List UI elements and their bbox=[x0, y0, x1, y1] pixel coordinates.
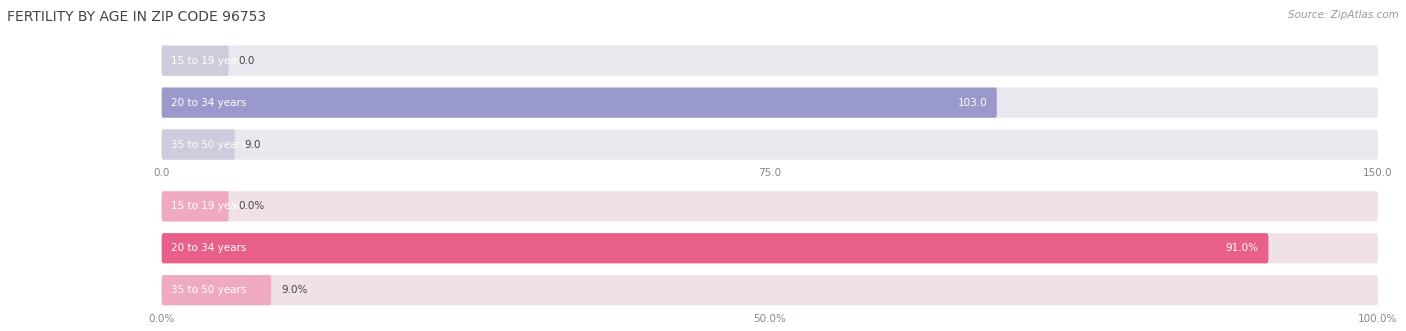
Text: 9.0%: 9.0% bbox=[281, 285, 308, 295]
FancyBboxPatch shape bbox=[162, 87, 1378, 118]
Text: 20 to 34 years: 20 to 34 years bbox=[172, 243, 247, 253]
Text: 15 to 19 years: 15 to 19 years bbox=[172, 56, 247, 66]
Text: 0.0: 0.0 bbox=[238, 56, 254, 66]
FancyBboxPatch shape bbox=[162, 233, 1268, 263]
Text: 103.0: 103.0 bbox=[957, 98, 987, 108]
FancyBboxPatch shape bbox=[162, 46, 1378, 76]
Text: 91.0%: 91.0% bbox=[1226, 243, 1258, 253]
FancyBboxPatch shape bbox=[162, 129, 235, 160]
FancyBboxPatch shape bbox=[162, 233, 1378, 263]
FancyBboxPatch shape bbox=[162, 275, 1378, 305]
FancyBboxPatch shape bbox=[162, 46, 229, 76]
FancyBboxPatch shape bbox=[162, 87, 997, 118]
Text: 0.0%: 0.0% bbox=[238, 201, 264, 211]
Text: 20 to 34 years: 20 to 34 years bbox=[172, 98, 247, 108]
FancyBboxPatch shape bbox=[162, 129, 1378, 160]
Text: Source: ZipAtlas.com: Source: ZipAtlas.com bbox=[1288, 10, 1399, 20]
Text: 35 to 50 years: 35 to 50 years bbox=[172, 285, 247, 295]
FancyBboxPatch shape bbox=[162, 275, 271, 305]
Text: 15 to 19 years: 15 to 19 years bbox=[172, 201, 247, 211]
Text: 35 to 50 years: 35 to 50 years bbox=[172, 140, 247, 150]
Text: 9.0: 9.0 bbox=[245, 140, 262, 150]
FancyBboxPatch shape bbox=[162, 191, 1378, 221]
FancyBboxPatch shape bbox=[162, 191, 229, 221]
Text: FERTILITY BY AGE IN ZIP CODE 96753: FERTILITY BY AGE IN ZIP CODE 96753 bbox=[7, 10, 266, 24]
